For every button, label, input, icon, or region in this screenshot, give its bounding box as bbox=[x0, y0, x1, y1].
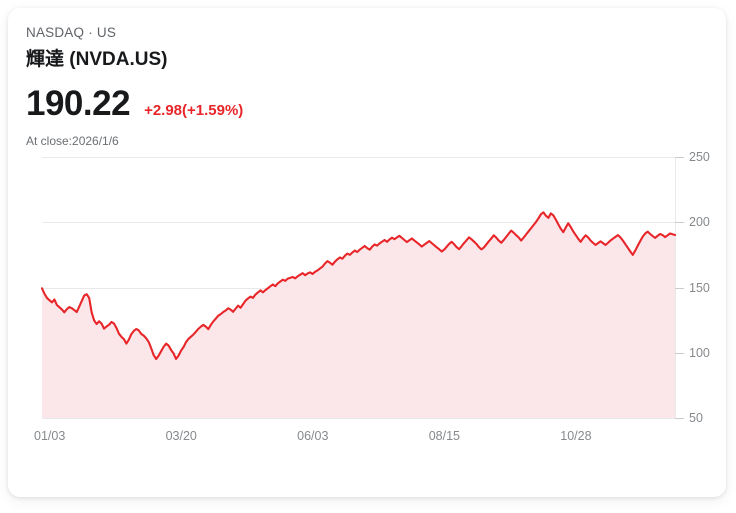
price-row: 190.22 +2.98(+1.59%) bbox=[26, 84, 708, 124]
x-axis-labels: 01/03 03/20 06/03 08/15 10/28 bbox=[34, 429, 592, 443]
exchange-name: NASDAQ bbox=[26, 25, 85, 40]
price-line bbox=[40, 211, 677, 361]
x-axis-tick-label: 08/15 bbox=[429, 429, 460, 443]
y-axis-tick-label: 50 bbox=[689, 411, 703, 425]
y-axis-labels: 250 200 150 100 50 bbox=[689, 150, 710, 425]
stock-quote-card: NASDAQ · US 輝達 (NVDA.US) 190.22 +2.98(+1.5… bbox=[8, 8, 726, 497]
exchange-separator: · bbox=[88, 25, 93, 40]
y-axis-tick-label: 250 bbox=[689, 150, 710, 164]
price-chart[interactable]: 250 200 150 100 50 01/03 03/20 06/03 08/15 10/28 bbox=[8, 149, 726, 449]
y-axis-tick-label: 150 bbox=[689, 281, 710, 295]
market-status-note: At close:2026/1/6 bbox=[26, 134, 119, 148]
price-change: +2.98(+1.59%) bbox=[144, 102, 244, 119]
price-area-fill bbox=[42, 212, 675, 418]
quote-header: NASDAQ · US 輝達 (NVDA.US) 190.22 +2.98(+1.5… bbox=[8, 8, 726, 149]
y-axis-tick-label: 200 bbox=[689, 215, 710, 229]
page-title: 輝達 (NVDA.US) bbox=[26, 49, 168, 70]
x-axis-tick-label: 03/20 bbox=[166, 429, 197, 443]
price-chart-svg[interactable]: 250 200 150 100 50 01/03 03/20 06/03 08/15 10/28 bbox=[8, 149, 726, 449]
x-axis-tick-label: 06/03 bbox=[297, 429, 328, 443]
exchange-region: US bbox=[96, 25, 117, 40]
x-axis-tick-label: 10/28 bbox=[560, 429, 591, 443]
current-price: 190.22 bbox=[26, 84, 131, 123]
chart-tickmarks bbox=[675, 157, 684, 419]
x-axis-tick-label: 01/03 bbox=[34, 429, 65, 443]
exchange-line: NASDAQ · US bbox=[26, 24, 708, 42]
y-axis-tick-label: 100 bbox=[689, 346, 710, 360]
